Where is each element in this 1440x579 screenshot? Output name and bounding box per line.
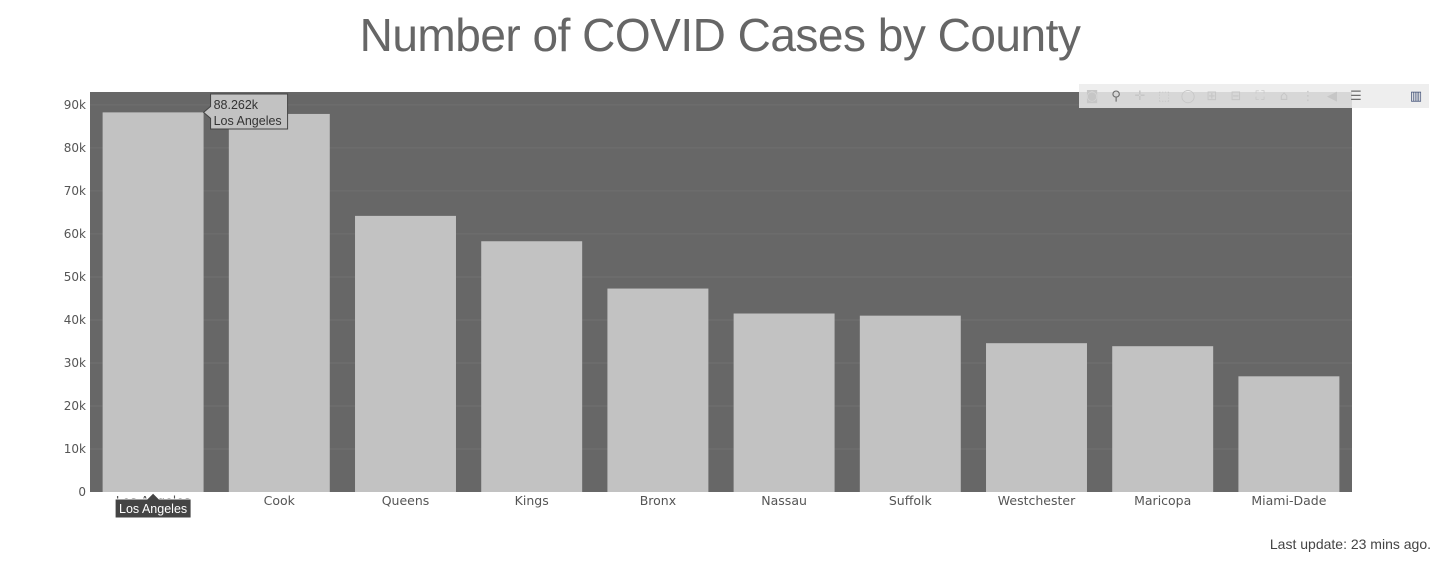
bar[interactable]: [1112, 346, 1214, 492]
y-tick-label: 40k: [64, 313, 86, 327]
last-update-text: Last update: 23 mins ago.: [1269, 536, 1431, 552]
x-tick-label: Nassau: [761, 493, 807, 508]
x-tick-label: Bronx: [640, 493, 676, 508]
bar[interactable]: [733, 313, 835, 492]
x-tick-label: Kings: [515, 493, 549, 508]
autoscale-icon[interactable]: ⛶: [1255, 88, 1265, 104]
y-tick-label: 70k: [64, 184, 86, 198]
x-tick-label: Cook: [264, 493, 296, 508]
bar[interactable]: [228, 113, 330, 492]
y-tick-label: 60k: [64, 227, 86, 241]
bar[interactable]: [1238, 376, 1340, 492]
bar[interactable]: [607, 288, 709, 492]
y-tick-label: 90k: [64, 98, 86, 112]
hover-axis-label-text: Los Angeles: [119, 502, 187, 516]
hover-name-text: Los Angeles: [214, 114, 282, 128]
bar[interactable]: [102, 112, 204, 493]
chart-title: Number of COVID Cases by County: [359, 9, 1081, 61]
x-tick-label: Maricopa: [1134, 493, 1191, 508]
bar[interactable]: [859, 315, 961, 492]
hover-axis-label-box: [114, 492, 192, 519]
x-tick-label: Suffolk: [889, 493, 933, 508]
zoom-icon[interactable]: ⚲: [1111, 88, 1121, 104]
camera-icon[interactable]: ◙: [1085, 88, 1099, 104]
box-select-icon[interactable]: ⬚: [1157, 88, 1171, 104]
y-tick-label: 0: [78, 485, 86, 499]
spike-lines-icon[interactable]: ⋮: [1301, 88, 1315, 104]
y-tick-label: 10k: [64, 442, 86, 456]
hover-tooltip-box: [202, 93, 289, 130]
hover-value-text: 88.262k: [214, 98, 259, 112]
zoom-out-icon[interactable]: ⊟: [1230, 88, 1242, 104]
y-tick-label: 20k: [64, 399, 86, 413]
hover-compare-icon[interactable]: ☰: [1350, 88, 1362, 104]
lasso-select-icon[interactable]: ◯: [1180, 88, 1196, 104]
bar[interactable]: [986, 343, 1087, 492]
bar[interactable]: [481, 241, 583, 492]
zoom-in-icon[interactable]: ⊞: [1206, 88, 1218, 104]
modebar-toolbar: ◙ ⚲ ✛ ⬚ ◯ ⊞ ⊟ ⛶ ⌂ ⋮ ◀ ☰ ▥: [1079, 84, 1429, 108]
y-tick-label: 50k: [64, 270, 86, 284]
y-tick-label: 30k: [64, 356, 86, 370]
reset-axes-icon[interactable]: ⌂: [1279, 88, 1289, 104]
bar[interactable]: [355, 215, 456, 492]
x-tick-label: Westchester: [998, 493, 1076, 508]
pan-icon[interactable]: ✛: [1134, 88, 1146, 104]
y-tick-label: 80k: [64, 141, 86, 155]
plotly-logo-icon[interactable]: ▥: [1409, 88, 1423, 104]
hover-closest-icon[interactable]: ◀: [1327, 88, 1337, 104]
x-tick-label: Queens: [382, 493, 430, 508]
x-tick-label: Miami-Dade: [1251, 493, 1326, 508]
